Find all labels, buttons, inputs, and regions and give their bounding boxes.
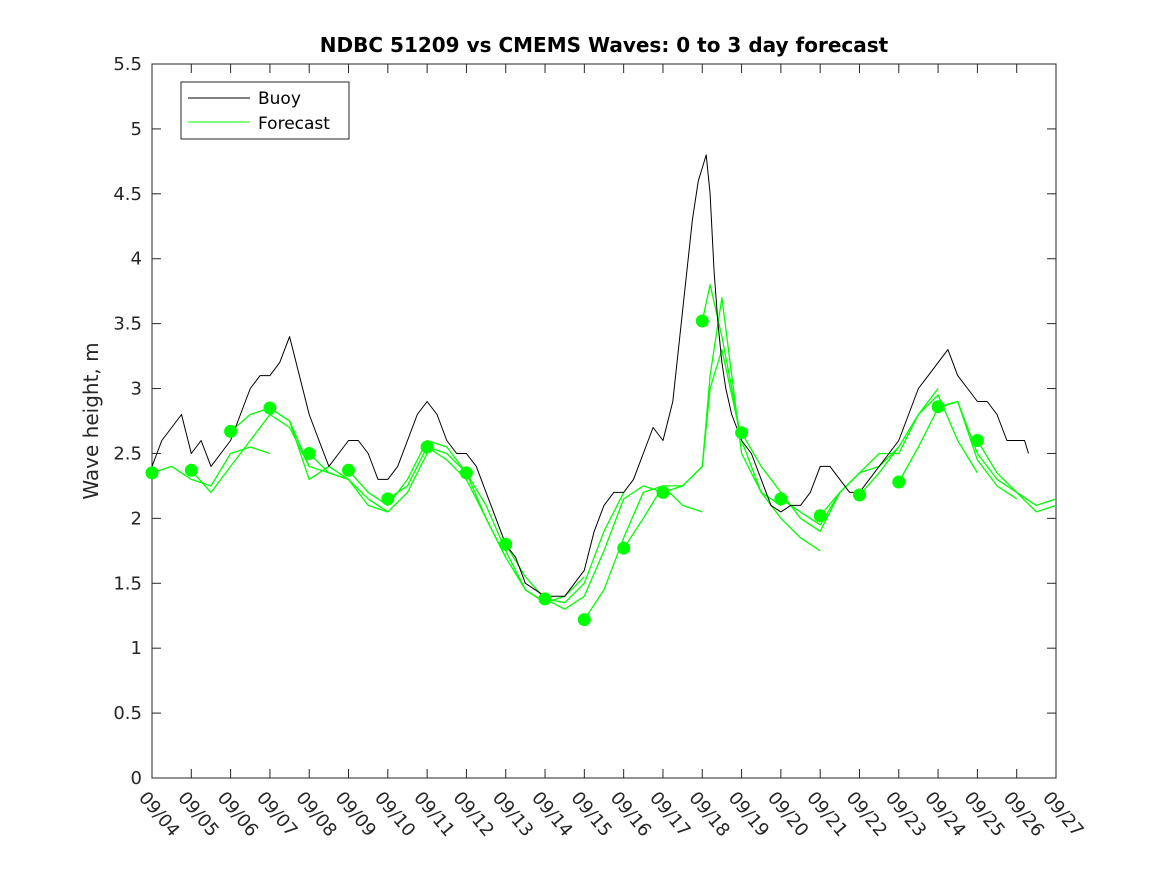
y-tick-label: 2: [131, 508, 142, 529]
legend-label-buoy: Buoy: [258, 89, 301, 109]
forecast-start-marker: [224, 424, 238, 438]
forecast-start-marker: [577, 613, 591, 627]
forecast-start-marker: [420, 440, 434, 454]
y-tick-label: 0.5: [113, 703, 142, 724]
forecast-line: [152, 446, 271, 487]
forecast-start-marker: [145, 466, 159, 480]
forecast-start-marker: [735, 426, 749, 440]
forecast-line: [505, 492, 625, 604]
forecast-start-marker: [892, 475, 906, 489]
y-axis: 0 0.5 1 1.5 2 2.5 3 3.5 4 4.5 5 5.5: [113, 54, 1056, 789]
forecast-start-marker: [617, 541, 631, 555]
y-tick-label: 3: [131, 379, 142, 400]
y-tick-label: 1.5: [113, 573, 142, 594]
y-tick-label: 0: [131, 768, 142, 789]
forecast-line: [662, 297, 782, 506]
forecast-line: [583, 485, 703, 620]
forecast-start-marker: [459, 466, 473, 480]
forecast-start-marker: [695, 314, 709, 328]
forecast-line: [859, 394, 978, 496]
plot-area: [145, 63, 1057, 779]
legend-box: [180, 81, 350, 140]
y-tick-label: 1: [131, 638, 142, 659]
chart-title: NDBC 51209 vs CMEMS Waves: 0 to 3 day fo…: [320, 33, 889, 57]
forecast-line: [701, 284, 821, 552]
forecast-start-marker: [656, 485, 670, 499]
y-tick-label: 5.5: [113, 54, 142, 75]
axes-frame: [151, 63, 1057, 779]
forecast-start-marker: [499, 537, 513, 551]
buoy-line: [152, 154, 1029, 597]
forecast-start-marker: [302, 447, 316, 460]
forecast-start-marker: [853, 488, 866, 502]
forecast-line: [544, 485, 664, 610]
forecast-start-marker: [184, 463, 198, 477]
y-tick-label: 4: [131, 249, 142, 270]
y-axis-label: Wave height, m: [79, 342, 103, 499]
forecast-line: [308, 453, 428, 513]
forecast-start-marker: [381, 492, 395, 506]
forecast-start-marker: [263, 401, 277, 415]
forecast-line: [937, 400, 1056, 513]
y-tick-label: 5: [131, 119, 142, 140]
y-tick-label: 3.5: [113, 314, 142, 335]
forecast-line: [348, 439, 467, 507]
forecast-start-marker: [342, 463, 355, 477]
forecast-start-marker: [970, 434, 984, 447]
forecast-start-marker: [538, 592, 552, 606]
forecast-line: [190, 413, 310, 494]
legend: Buoy Forecast: [180, 81, 350, 140]
forecast-start-marker: [774, 492, 788, 506]
y-tick-label: 2.5: [113, 443, 142, 464]
forecast-start-marker: [813, 509, 827, 523]
forecast-line: [976, 440, 1056, 507]
forecast-start-marker: [931, 400, 945, 414]
y-tick-label: 4.5: [113, 184, 142, 205]
legend-label-forecast: Forecast: [258, 114, 330, 134]
